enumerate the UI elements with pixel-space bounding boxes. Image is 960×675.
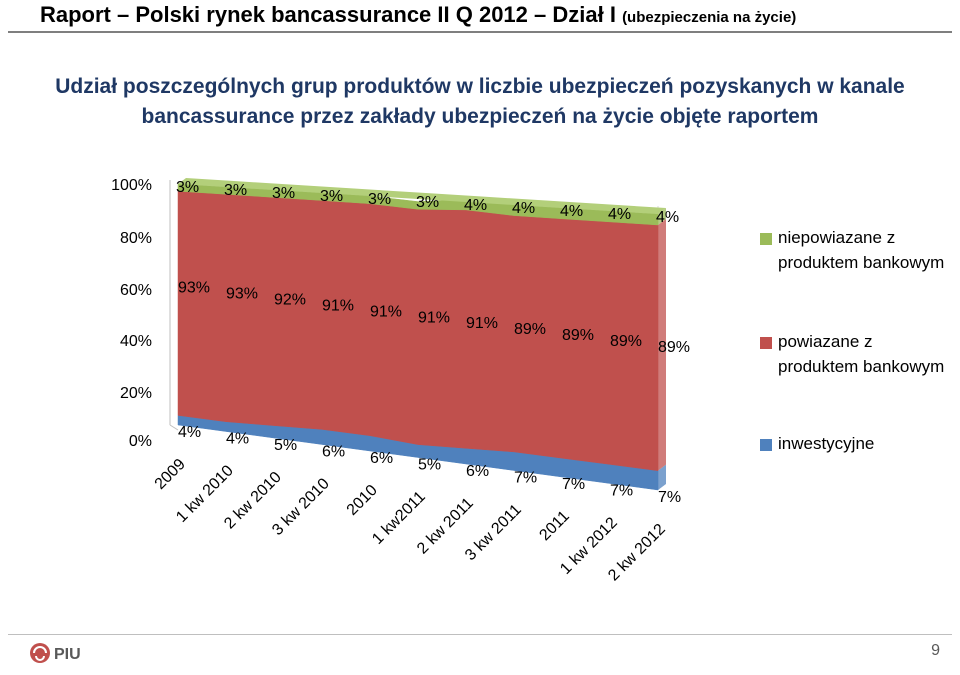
data-label-2: 4% bbox=[464, 197, 487, 214]
piu-logo: PIU bbox=[30, 643, 81, 663]
x-tick-label: 2010 bbox=[344, 482, 381, 519]
area-top-face bbox=[178, 178, 666, 214]
data-label-1: 93% bbox=[226, 285, 258, 302]
data-label-0: 6% bbox=[322, 444, 345, 461]
data-label-2: 4% bbox=[560, 203, 583, 220]
data-label-2: 4% bbox=[656, 209, 679, 226]
header-title-text: Raport – Polski rynek bancassurance II Q… bbox=[40, 2, 616, 27]
y-tick-label: 40% bbox=[120, 333, 152, 350]
chart-title: Udział poszczególnych grup produktów w l… bbox=[55, 75, 905, 128]
data-label-1: 93% bbox=[178, 280, 210, 297]
data-label-0: 7% bbox=[610, 483, 633, 500]
piu-logo-text: PIU bbox=[54, 646, 81, 663]
legend-label-niepowiazane: niepowiazane z produktem bankowym bbox=[778, 228, 945, 272]
data-label-0: 5% bbox=[418, 457, 441, 474]
axis-corner-line bbox=[169, 424, 179, 431]
data-label-2: 3% bbox=[272, 185, 295, 202]
page-header-title: Raport – Polski rynek bancassurance II Q… bbox=[40, 0, 796, 30]
header-subtitle: (ubezpieczenia na życie) bbox=[622, 9, 797, 26]
y-tick-label: 60% bbox=[120, 282, 152, 299]
data-label-2: 4% bbox=[608, 206, 631, 223]
area-side-1 bbox=[658, 219, 666, 471]
data-label-0: 7% bbox=[514, 470, 537, 487]
area-side-2 bbox=[658, 208, 666, 226]
y-tick-label: 0% bbox=[129, 433, 152, 450]
legend-swatch-red bbox=[760, 337, 772, 349]
data-label-1: 91% bbox=[466, 315, 498, 332]
data-label-2: 3% bbox=[224, 182, 247, 199]
data-label-1: 89% bbox=[658, 339, 690, 356]
data-label-2: 3% bbox=[368, 191, 391, 208]
legend-swatch-green bbox=[760, 233, 772, 245]
data-label-1: 91% bbox=[418, 309, 450, 326]
y-tick-label: 20% bbox=[120, 385, 152, 402]
data-label-0: 6% bbox=[370, 450, 393, 467]
data-label-2: 3% bbox=[176, 179, 199, 196]
y-tick-label: 80% bbox=[120, 230, 152, 247]
data-label-1: 89% bbox=[562, 327, 594, 344]
header-divider bbox=[8, 31, 952, 33]
data-label-1: 91% bbox=[322, 297, 354, 314]
page-number: 9 bbox=[931, 642, 940, 659]
x-tick-label: 2011 bbox=[536, 508, 572, 544]
footer-divider bbox=[8, 634, 952, 635]
legend-swatch-blue bbox=[760, 439, 772, 451]
legend-label-powiazane: powiazane z produktem bankowym bbox=[778, 332, 945, 376]
data-label-0: 7% bbox=[658, 489, 681, 506]
data-label-1: 91% bbox=[370, 303, 402, 320]
data-label-0: 6% bbox=[466, 463, 489, 480]
data-label-2: 3% bbox=[320, 188, 343, 205]
data-label-2: 3% bbox=[416, 194, 439, 211]
data-label-0: 4% bbox=[226, 431, 249, 448]
data-label-1: 89% bbox=[610, 333, 642, 350]
data-label-0: 7% bbox=[562, 476, 585, 493]
x-tick-label: 2009 bbox=[152, 456, 189, 493]
data-label-1: 89% bbox=[514, 321, 546, 338]
data-label-1: 92% bbox=[274, 291, 306, 308]
y-tick-label: 100% bbox=[111, 177, 152, 194]
data-label-2: 4% bbox=[512, 200, 535, 217]
data-label-0: 4% bbox=[178, 424, 201, 441]
area-side-0 bbox=[658, 464, 666, 490]
data-label-0: 5% bbox=[274, 437, 297, 454]
legend-label-inwestycyjne: inwestycyjne bbox=[778, 434, 875, 453]
